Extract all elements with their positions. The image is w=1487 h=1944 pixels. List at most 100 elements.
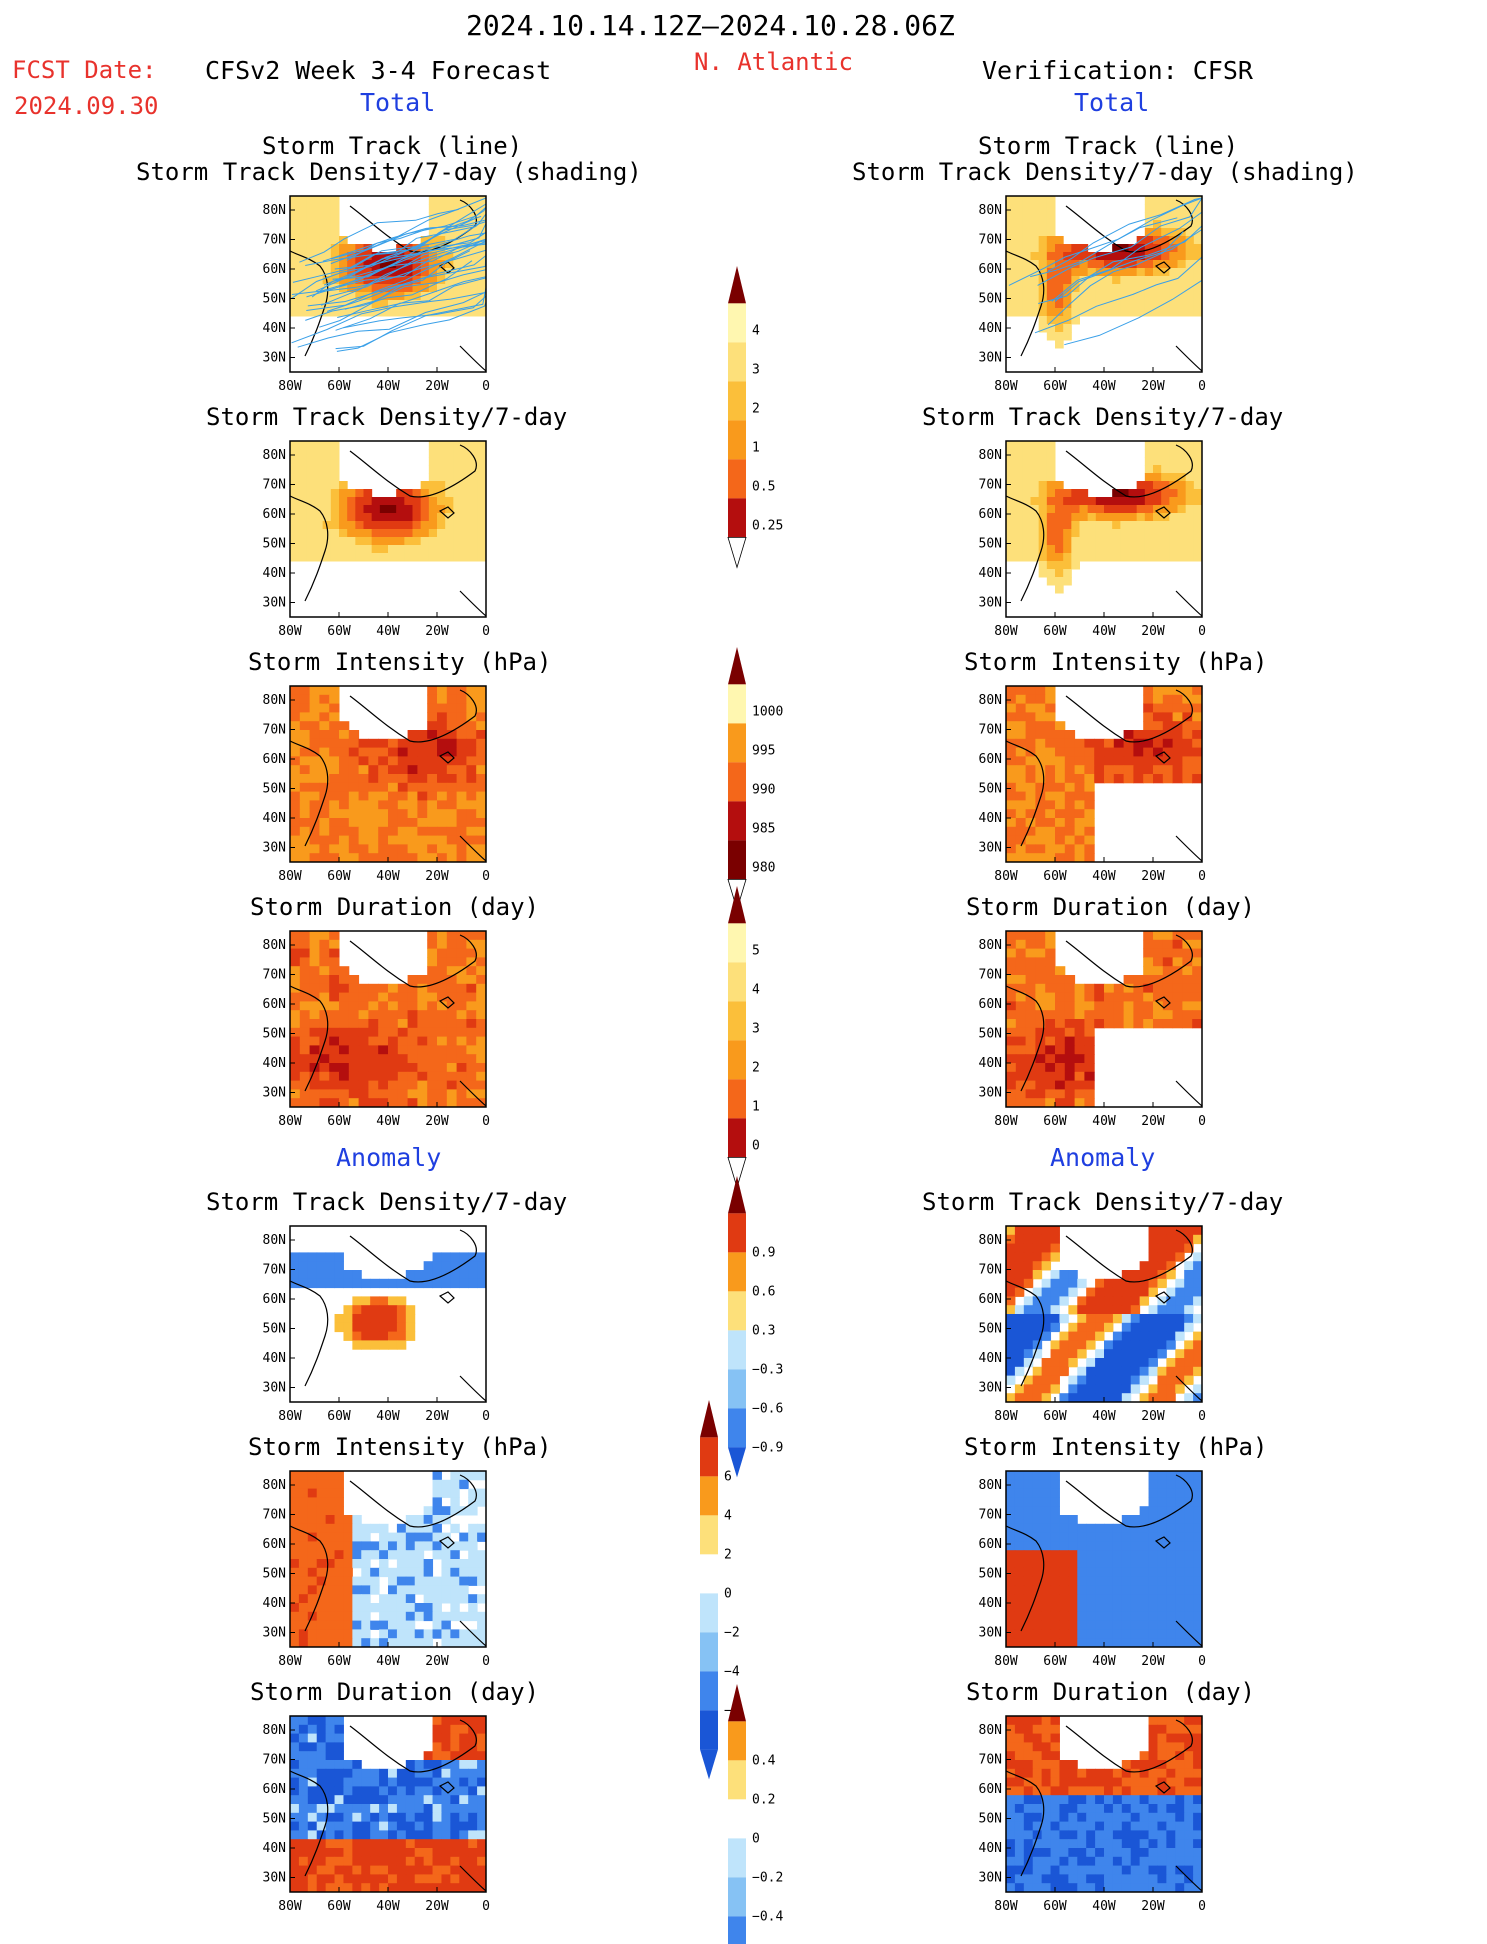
- map-cell: [290, 441, 299, 450]
- map-cell: [1032, 1506, 1043, 1516]
- map-cell: [1104, 1541, 1114, 1551]
- map-cell: [1161, 212, 1170, 221]
- map-cell: [1041, 1278, 1052, 1289]
- map-cell: [407, 1036, 418, 1046]
- coastline: [1065, 199, 1193, 253]
- lon-tick-label: 60W: [327, 1114, 351, 1129]
- map-cell: [1068, 1287, 1078, 1297]
- map-cell: [1157, 1278, 1167, 1289]
- map-cell: [1055, 738, 1066, 749]
- map-cell: [1153, 252, 1162, 261]
- map-cell: [477, 1856, 487, 1867]
- map-cell: [1169, 212, 1178, 221]
- right-duration-anom-title: Storm Duration (day): [966, 1678, 1255, 1706]
- map-cell: [1014, 1506, 1025, 1516]
- map-cell: [1192, 721, 1203, 731]
- map-cell: [1059, 1340, 1069, 1350]
- map-cell: [1148, 1340, 1158, 1350]
- map-cell: [477, 1724, 487, 1735]
- map-cell: [1050, 1541, 1060, 1551]
- map-cell: [298, 1252, 309, 1262]
- map-cell: [423, 1567, 434, 1578]
- map-cell: [319, 1063, 330, 1073]
- map-cell: [1095, 1375, 1105, 1385]
- map-cell: [1121, 1358, 1132, 1368]
- map-cell: [423, 1541, 434, 1551]
- map-cell: [1038, 553, 1048, 562]
- map-cell: [1184, 1349, 1194, 1359]
- map-cell: [339, 244, 348, 253]
- map-cell: [1136, 268, 1146, 277]
- map-cell: [1071, 308, 1080, 317]
- map-cell: [314, 244, 324, 253]
- map-cell: [1064, 1071, 1076, 1082]
- map-cell: [423, 1576, 434, 1586]
- lon-tick-label: 60W: [327, 1899, 351, 1914]
- map-cell: [1120, 521, 1129, 530]
- lat-tick-label: 80N: [979, 693, 1002, 708]
- map-cell: [459, 1821, 469, 1831]
- map-cell: [1046, 489, 1056, 498]
- map-cell: [432, 1515, 442, 1525]
- map-cell: [476, 931, 487, 941]
- map-cell: [1095, 268, 1105, 277]
- map-cell: [1074, 992, 1085, 1002]
- map-cell: [1055, 276, 1064, 285]
- map-cell: [298, 513, 307, 522]
- map-cell: [290, 196, 299, 205]
- map-cell: [339, 853, 350, 863]
- map-cell: [437, 992, 448, 1002]
- map-cell: [1175, 1839, 1185, 1849]
- map-cell: [322, 441, 332, 450]
- map-cell: [1014, 1848, 1025, 1858]
- map-cell: [1035, 1098, 1046, 1108]
- map-cell: [1166, 1812, 1176, 1823]
- map-cell: [469, 497, 479, 506]
- map-cell: [1094, 756, 1105, 766]
- map-cell: [325, 1804, 336, 1814]
- map-cell: [307, 1252, 318, 1262]
- map-cell: [1015, 992, 1027, 1002]
- map-cell: [348, 1054, 360, 1064]
- map-cell: [1041, 1638, 1052, 1648]
- map-cell: [1120, 284, 1129, 293]
- map-cell: [1074, 765, 1085, 775]
- map-cell: [1084, 826, 1095, 837]
- map-cell: [477, 521, 487, 530]
- map-cell: [427, 975, 438, 985]
- map-cell: [348, 835, 360, 845]
- map-cell: [1112, 1821, 1123, 1831]
- map-cell: [314, 196, 324, 205]
- map-cell: [1035, 826, 1046, 837]
- map-cell: [1086, 1567, 1096, 1578]
- map-cell: [343, 1603, 353, 1613]
- coastline: [1065, 1719, 1193, 1773]
- lon-tick-label: 0: [1198, 1114, 1206, 1129]
- map-cell: [1175, 1751, 1185, 1761]
- map-cell: [476, 765, 487, 775]
- map-cell: [1022, 473, 1031, 482]
- map-cell: [363, 252, 373, 261]
- map-cell: [1064, 800, 1076, 810]
- right-duration-title: Storm Duration (day): [966, 893, 1255, 921]
- map-cell: [371, 252, 381, 261]
- map-cell: [1055, 332, 1064, 341]
- map-cell: [290, 1054, 301, 1064]
- map-cell: [427, 1098, 438, 1108]
- map-cell: [306, 300, 315, 309]
- map-cell: [1006, 441, 1015, 450]
- map-cell: [352, 1856, 362, 1867]
- map-cell: [468, 1550, 478, 1560]
- map-cell: [456, 826, 467, 837]
- map-cell: [407, 826, 418, 837]
- map-cell: [334, 1550, 344, 1560]
- map-cell: [414, 1611, 425, 1622]
- map-cell: [379, 1278, 389, 1289]
- map-cell: [1006, 1019, 1017, 1029]
- map-cell: [469, 545, 479, 554]
- colorbar-density-anom: 0.9 0.6 0.3 −0.3 −0.6 −0.9: [718, 1172, 798, 1478]
- map-cell: [1006, 1098, 1017, 1108]
- lat-tick-label: 60N: [263, 1537, 286, 1552]
- colorbar-label: 2: [724, 1547, 732, 1562]
- map-cell: [1015, 1027, 1027, 1038]
